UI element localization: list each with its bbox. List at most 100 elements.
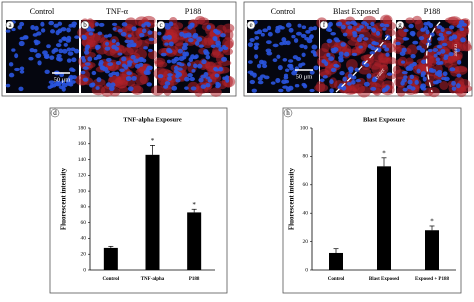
nucleus [277, 65, 283, 71]
nucleus [257, 80, 264, 85]
nucleus [423, 22, 428, 26]
nucleus [345, 21, 352, 25]
cell-stain [204, 61, 215, 70]
nucleus [256, 29, 263, 35]
nucleus [375, 30, 381, 36]
scale-bar-label: 50 μm [296, 73, 313, 80]
nucleus [458, 20, 465, 25]
nucleus [32, 33, 38, 37]
nucleus [440, 35, 445, 41]
panel-frame [49, 107, 228, 294]
nucleus [251, 88, 257, 93]
x-tick-label: Control [328, 277, 345, 282]
nucleus [291, 70, 297, 76]
nucleus [312, 26, 317, 31]
bar [187, 212, 202, 270]
nucleus [34, 42, 39, 46]
nucleus [128, 39, 134, 44]
cell-stain [91, 84, 106, 96]
nucleus [122, 63, 127, 68]
nucleus [449, 67, 456, 72]
nucleus [456, 59, 462, 65]
y-tick-label: 20 [303, 239, 309, 245]
nucleus [167, 76, 172, 82]
nucleus [324, 61, 329, 67]
nucleus [95, 86, 100, 90]
nucleus [420, 83, 427, 89]
nucleus [414, 79, 419, 85]
nucleus [176, 61, 182, 66]
cell-stain [201, 37, 214, 49]
nucleus [213, 36, 218, 42]
nucleus [143, 46, 148, 50]
nucleus [282, 57, 288, 62]
nucleus [65, 38, 71, 43]
nucleus [188, 57, 194, 63]
nucleus [173, 65, 179, 71]
nucleus [71, 24, 76, 28]
nucleus [338, 55, 344, 61]
nucleus [46, 44, 51, 49]
chart-title: Blast Exposure [363, 116, 405, 123]
panel-letter: e [249, 21, 252, 29]
nucleus [435, 61, 442, 66]
nucleus [218, 66, 224, 72]
cell-stain [414, 19, 424, 31]
nucleus [111, 39, 116, 44]
bar [145, 154, 160, 270]
y-tick-label: 180 [78, 125, 87, 131]
panel-frame [243, 1, 473, 97]
panel-letter: d [53, 109, 57, 117]
nucleus [384, 47, 390, 52]
nucleus [198, 44, 204, 48]
nucleus [364, 22, 369, 27]
significance-marker: * [192, 201, 196, 209]
nucleus [11, 48, 16, 52]
nucleus [66, 47, 72, 52]
nucleus [106, 82, 112, 87]
nucleus [91, 70, 97, 76]
nucleus [205, 82, 211, 88]
nucleus [335, 22, 342, 27]
nucleus [98, 59, 104, 65]
nucleus [421, 59, 427, 64]
nucleus [55, 30, 60, 36]
nucleus [406, 84, 413, 90]
nucleus [267, 31, 273, 37]
nucleus [401, 71, 408, 75]
nucleus [366, 73, 372, 79]
panel-letter-bg [319, 20, 329, 30]
nucleus [305, 29, 311, 34]
panel-letter: b [83, 21, 87, 29]
nucleus [178, 56, 185, 62]
panel-letter-bg [246, 20, 256, 30]
nucleus [19, 70, 25, 74]
nucleus [221, 56, 228, 62]
nucleus [352, 32, 358, 38]
cell-stain [405, 17, 415, 24]
nucleus [104, 46, 111, 51]
nucleus [196, 63, 203, 69]
nucleus [435, 57, 440, 62]
nucleus [58, 48, 64, 54]
nucleus [184, 86, 189, 90]
nucleus [80, 70, 86, 75]
nucleus [369, 51, 375, 55]
nucleus [340, 24, 346, 30]
y-tick-label: 100 [300, 125, 309, 131]
nucleus [66, 27, 71, 33]
nucleus [287, 63, 293, 68]
nucleus [205, 76, 211, 80]
nucleus [254, 54, 259, 59]
nucleus [435, 79, 442, 84]
nucleus [167, 73, 173, 77]
nucleus [194, 54, 199, 59]
nucleus [459, 27, 465, 31]
panel-letter: g [398, 21, 402, 29]
nucleus [420, 27, 426, 32]
nucleus [346, 81, 352, 86]
nucleus [18, 40, 25, 47]
nucleus [213, 68, 220, 72]
nucleus [351, 75, 357, 80]
nucleus [295, 56, 302, 61]
